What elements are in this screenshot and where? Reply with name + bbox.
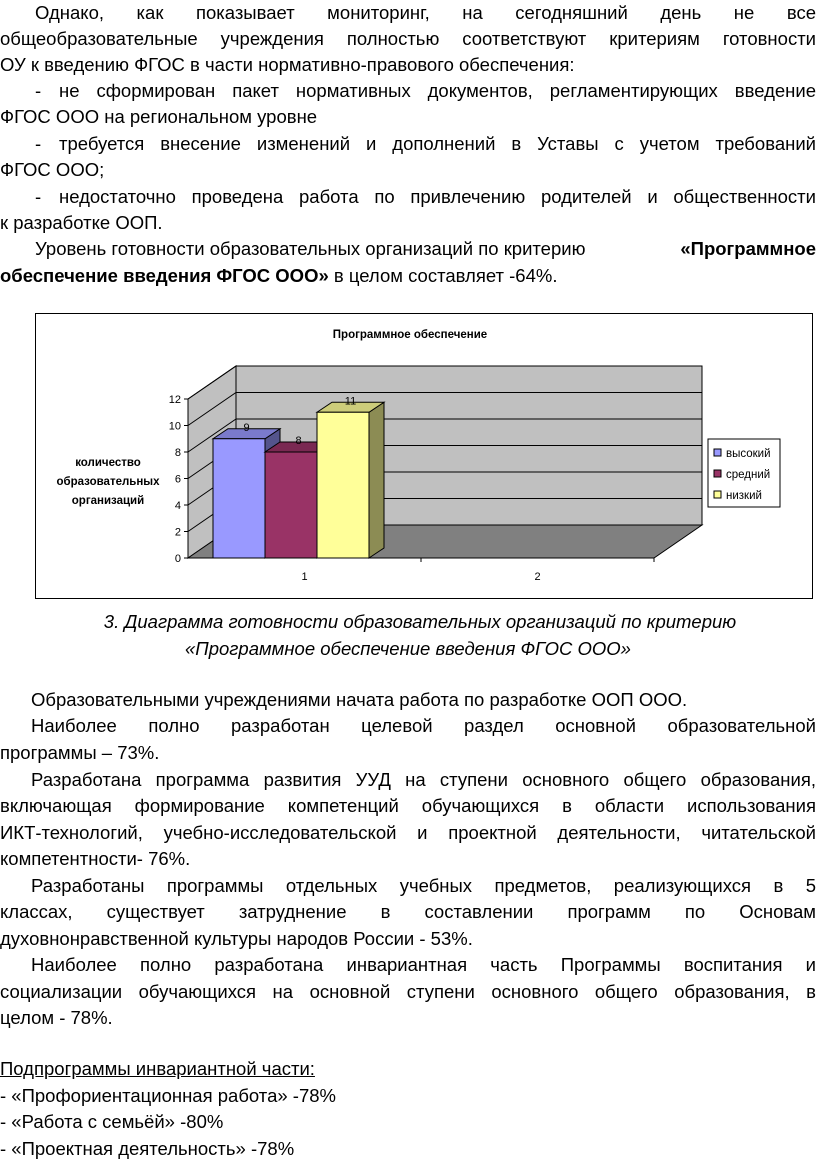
bullet-text: требуется внесение изменений и дополнени… [59, 133, 816, 154]
gridline [187, 392, 702, 426]
bar-side [368, 401, 385, 559]
bullet-text: к разработке ООП. [0, 212, 163, 233]
readiness-suffix: в целом составляет -64%. [328, 265, 558, 286]
body-line: Наиболее полно разработана инвариантная … [31, 954, 816, 975]
body-line: классах, существует затруднение в состав… [0, 901, 816, 922]
y-axis-label: организаций [72, 495, 144, 507]
chart-frame: 0 2 4 6 8 10 12 1 2 9 8 11 Программное обеспечение ко… [35, 313, 813, 599]
body-line: Наиболее полно разработан целевой раздел… [31, 715, 816, 736]
legend-swatch [713, 448, 722, 457]
bullet-dash: - [35, 133, 42, 154]
legend-label: высокий [726, 448, 771, 460]
paragraph-line: общеобразовательные учреждения полностью… [0, 28, 816, 49]
legend-swatch [713, 490, 722, 499]
readiness-bold: обеспечение введения ФГОС ООО» [0, 265, 329, 286]
body-line: включающая формирование компетенций обуч… [0, 795, 816, 816]
legend-swatch [713, 469, 722, 478]
bullet-dash: - [35, 186, 42, 207]
bar [264, 451, 318, 559]
gridline [187, 418, 702, 453]
x-tick-label: 2 [534, 571, 540, 583]
data-label: 9 [243, 422, 249, 434]
y-tick-label: 12 [169, 394, 181, 406]
subprogram-item: - «Работа с семьёй» -80% [0, 1111, 224, 1132]
readiness-prefix: Уровень готовности образовательных орган… [35, 238, 586, 259]
readiness-bold: «Программное [680, 238, 816, 259]
gridline [187, 365, 702, 400]
legend-label: низкий [726, 490, 762, 502]
body-line: программы – 73%. [0, 742, 160, 763]
chart-title: Программное обеспечение [333, 329, 487, 341]
data-label: 8 [295, 435, 301, 447]
data-label: 11 [345, 395, 356, 407]
y-tick-label: 10 [169, 421, 181, 433]
y-axis-label: образовательных [56, 476, 160, 488]
body-line: Разработана программа развития УУД на ст… [31, 769, 816, 790]
bullet-text: недостаточно проведена работа по привлеч… [59, 186, 816, 207]
y-axis-label: количество [75, 457, 141, 469]
body-line: компетентности- 76%. [0, 848, 191, 869]
bullet-text: ФГОС ООО на региональном уровне [0, 106, 318, 127]
body-line: духовнонравственной культуры народов Рос… [0, 928, 473, 949]
bullet-text: ФГОС ООО; [0, 159, 105, 180]
bar [316, 411, 370, 559]
bullet-dash: - [35, 80, 42, 101]
x-tick-label: 1 [301, 571, 307, 583]
paragraph-line: Однако, как показывает мониторинг, на се… [35, 2, 816, 23]
readiness-line: Уровень готовности образовательных орган… [35, 236, 816, 262]
bar [212, 438, 266, 559]
body-line: ИКТ-технологий, учебно-исследовательской… [0, 822, 816, 843]
subprogram-item: - «Профориентационная работа» -78% [0, 1085, 336, 1106]
readiness-line: обеспечение введения ФГОС ООО» в целом с… [0, 263, 816, 289]
legend-label: средний [726, 469, 770, 481]
y-tick-label: 2 [175, 527, 181, 539]
y-tick-label: 8 [175, 447, 181, 459]
y-tick-label: 6 [175, 474, 181, 486]
body-line: Образовательными учреждениями начата раб… [31, 689, 688, 710]
body-line: социализации обучающихся на основной сту… [0, 981, 816, 1002]
paragraph-line: ОУ к введению ФГОС в части нормативно-пр… [0, 54, 575, 75]
y-tick-label: 4 [175, 500, 181, 512]
y-tick-label: 0 [175, 553, 181, 565]
body-line: целом - 78%. [0, 1007, 113, 1028]
subprogram-item: - «Проектная деятельность» -78% [0, 1138, 295, 1159]
subprograms-heading: Подпрограммы инвариантной части: [0, 1058, 315, 1079]
bullet-text: не сформирован пакет нормативных докумен… [59, 80, 816, 101]
figure-caption: «Программное обеспечение введения ФГОС О… [185, 638, 631, 659]
figure-caption: 3. Диаграмма готовности образовательных … [103, 611, 737, 632]
body-line: Разработаны программы отдельных учебных … [31, 875, 816, 896]
